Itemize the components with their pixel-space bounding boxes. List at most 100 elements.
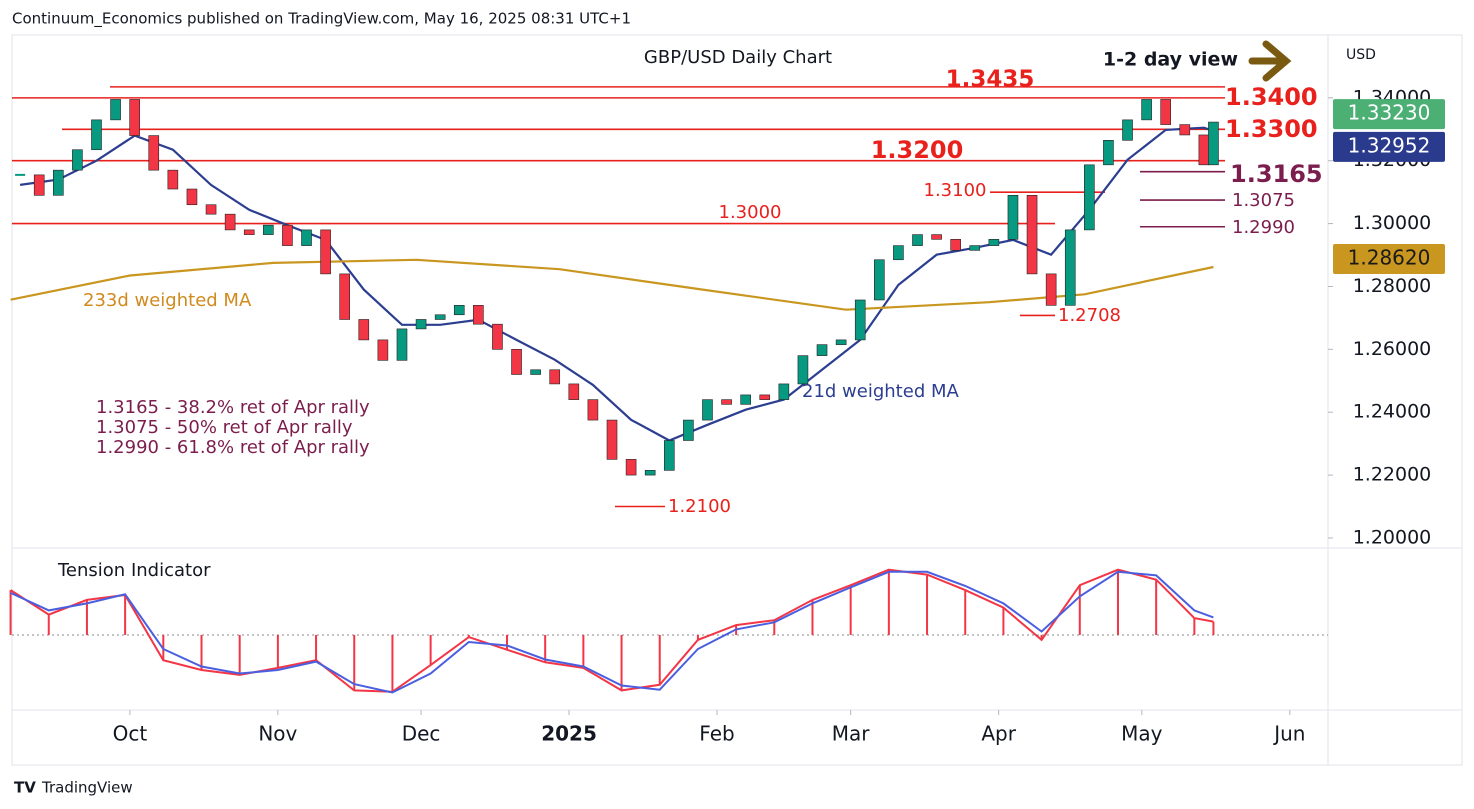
x-tick-label: Dec	[402, 722, 441, 746]
candle	[893, 245, 904, 261]
candle	[186, 188, 198, 206]
candle	[606, 419, 618, 460]
note: 1.3075 - 50% ret of Apr rally	[96, 417, 353, 438]
level-label: 1.3200	[871, 136, 964, 164]
candle	[91, 119, 102, 151]
level-label: 1.3165	[1230, 160, 1323, 188]
note: 1.3165 - 38.2% ret of Apr rally	[96, 397, 370, 418]
x-tick-label: Nov	[258, 722, 297, 746]
level-label: 1.3435	[946, 67, 1035, 93]
y-tick-label: 1.30000	[1353, 212, 1432, 234]
currency: USD	[1346, 47, 1376, 63]
x-tick-label: Apr	[981, 722, 1016, 746]
candle	[587, 399, 599, 421]
candle	[434, 314, 446, 320]
candle	[396, 328, 408, 361]
candle	[72, 149, 83, 171]
chart-title: GBP/USD Daily Chart	[644, 47, 832, 68]
y-tick-label: 1.22000	[1353, 464, 1432, 486]
frame	[11, 34, 1463, 766]
view-arrow	[1248, 40, 1292, 82]
level-label: 1.3300	[1225, 115, 1318, 143]
x-tick-label: Oct	[113, 722, 148, 746]
candle	[1122, 119, 1133, 141]
tension-title: Tension Indicator	[57, 560, 211, 581]
candle	[969, 245, 981, 251]
candle	[282, 224, 293, 246]
header: Continuum_Economics published on Trading…	[12, 10, 631, 29]
candle	[243, 229, 255, 235]
candle	[339, 273, 350, 320]
y-tick-label: 1.20000	[1353, 526, 1432, 548]
price-badge	[1333, 99, 1445, 130]
candle	[721, 399, 732, 405]
level-label: 1.3000	[719, 202, 782, 223]
ma-line	[19, 126, 1214, 442]
footer: TradingView	[41, 779, 133, 797]
candle	[931, 234, 942, 240]
candle	[1198, 134, 1210, 166]
candle	[530, 369, 541, 375]
candle	[950, 239, 961, 251]
candle	[320, 229, 331, 275]
candle	[453, 305, 465, 316]
y-tick-label: 1.26000	[1353, 338, 1432, 360]
candle	[1007, 195, 1019, 240]
note: 1.2990 - 61.8% ret of Apr rally	[96, 437, 370, 458]
candle	[644, 470, 656, 476]
level-label: 1.2100	[668, 496, 731, 517]
price-badge-label: 1.33230	[1348, 101, 1431, 125]
candle	[759, 394, 771, 400]
candle	[148, 135, 160, 171]
candle	[129, 99, 140, 136]
candle	[912, 234, 923, 246]
candle	[167, 169, 179, 190]
candle	[511, 349, 522, 375]
level-label: 1.3075	[1232, 190, 1295, 211]
level-label: 1.3100	[924, 180, 987, 201]
logo: TV	[14, 779, 36, 797]
ma-label: 233d weighted MA	[83, 290, 252, 311]
candle	[625, 459, 637, 476]
candle	[683, 419, 694, 441]
y-tick-label: 1.24000	[1353, 401, 1432, 423]
candle	[1064, 229, 1076, 306]
candle	[797, 355, 809, 385]
candle	[53, 169, 64, 196]
x-tick-label: Mar	[832, 722, 871, 746]
candle	[263, 224, 274, 235]
candle	[740, 394, 751, 405]
tension-line	[10, 568, 1214, 693]
candle	[1026, 195, 1038, 275]
candle	[778, 383, 790, 400]
candle	[988, 239, 1000, 246]
price-badge	[1333, 131, 1445, 162]
candle	[33, 174, 45, 196]
candle	[1141, 99, 1152, 121]
ma-line	[10, 258, 1214, 311]
candle	[549, 369, 561, 385]
level-label: 1.2990	[1232, 217, 1295, 238]
candle	[702, 399, 713, 421]
price-badge	[1333, 243, 1445, 274]
x-tick-label: Feb	[699, 722, 734, 746]
candle	[1208, 121, 1219, 166]
price-badge-label: 1.32952	[1348, 133, 1431, 157]
ma-label: 21d weighted MA	[802, 381, 959, 402]
candle	[377, 339, 389, 361]
price-badge-label: 1.28620	[1348, 245, 1431, 269]
candle	[15, 173, 26, 176]
candle	[1160, 99, 1172, 125]
candle	[473, 305, 484, 325]
candle	[1084, 164, 1095, 231]
x-tick-label: Jun	[1272, 722, 1305, 746]
level-label: 1.2708	[1058, 305, 1121, 326]
candle	[663, 440, 675, 471]
candle	[835, 339, 847, 345]
x-tick-label: May	[1121, 722, 1163, 746]
candle	[1103, 140, 1114, 166]
candle	[1179, 124, 1191, 136]
candle	[224, 213, 236, 231]
candle	[301, 229, 312, 246]
